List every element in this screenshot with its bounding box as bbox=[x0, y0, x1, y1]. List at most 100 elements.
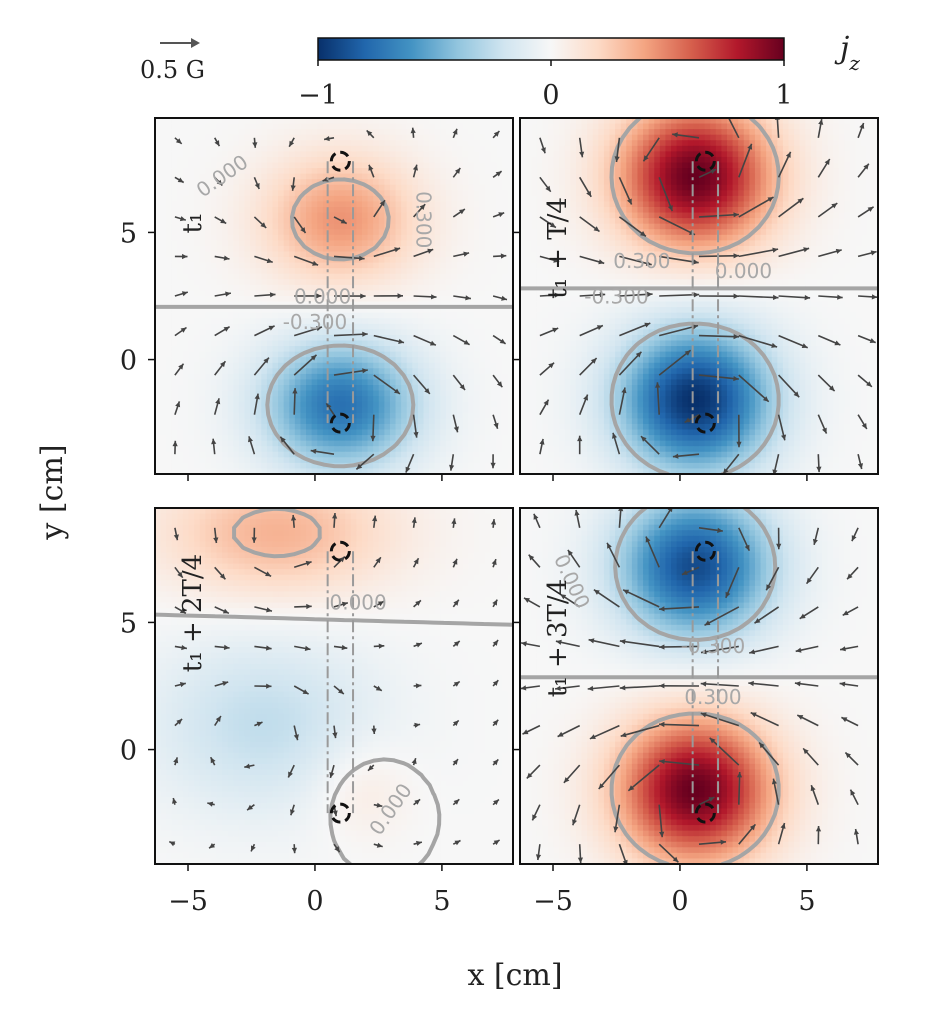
heatmap-cell bbox=[177, 457, 184, 464]
heatmap-cell bbox=[233, 385, 240, 392]
heatmap-cell bbox=[356, 240, 363, 247]
heatmap-cell bbox=[311, 118, 318, 125]
heatmap-cell bbox=[434, 129, 441, 136]
heatmap-cell bbox=[311, 279, 318, 286]
heatmap-cell bbox=[445, 435, 453, 442]
heatmap-cell bbox=[440, 418, 447, 425]
heatmap-cell bbox=[289, 168, 296, 175]
heatmap-cell bbox=[334, 323, 341, 330]
heatmap-cell bbox=[462, 451, 469, 458]
heatmap-cell bbox=[373, 184, 380, 191]
heatmap-cell bbox=[457, 168, 464, 175]
heatmap-cell bbox=[261, 368, 268, 375]
heatmap-cell bbox=[345, 312, 352, 319]
heatmap-cell bbox=[754, 168, 762, 175]
heatmap-cell bbox=[490, 312, 497, 319]
heatmap-cell bbox=[384, 457, 391, 464]
heatmap-cell bbox=[328, 423, 335, 431]
heatmap-cell bbox=[417, 390, 425, 397]
heatmap-cell bbox=[412, 351, 419, 358]
heatmap-cell bbox=[440, 301, 447, 308]
heatmap-cell bbox=[440, 212, 447, 219]
heatmap-cell bbox=[222, 145, 229, 152]
heatmap-cell bbox=[233, 257, 240, 264]
heatmap-cell bbox=[250, 223, 257, 230]
heatmap-cell bbox=[222, 418, 229, 425]
heatmap-cell bbox=[272, 385, 279, 392]
heatmap-cell bbox=[311, 368, 318, 375]
heatmap-cell bbox=[507, 357, 513, 364]
heatmap-cell bbox=[339, 334, 346, 342]
heatmap-cell bbox=[255, 368, 262, 375]
heatmap-cell bbox=[160, 129, 167, 136]
heatmap-cell bbox=[575, 129, 583, 136]
heatmap-cell bbox=[496, 362, 503, 369]
heatmap-cell bbox=[462, 368, 469, 375]
heatmap-cell bbox=[300, 212, 307, 219]
heatmap-cell bbox=[160, 429, 167, 436]
heatmap-cell bbox=[479, 468, 486, 474]
heatmap-cell bbox=[866, 162, 873, 169]
heatmap-cell bbox=[188, 284, 195, 292]
heatmap-cell bbox=[205, 262, 212, 269]
heatmap-cell bbox=[311, 401, 318, 408]
heatmap-cell bbox=[389, 401, 397, 408]
heatmap-cell bbox=[194, 234, 201, 241]
heatmap-cell bbox=[620, 168, 627, 175]
heatmap-cell bbox=[317, 379, 324, 386]
heatmap-cell bbox=[210, 412, 218, 419]
heatmap-cell bbox=[434, 468, 441, 474]
heatmap-cell bbox=[311, 151, 318, 158]
heatmap-cell bbox=[238, 134, 246, 141]
heatmap-cell bbox=[855, 118, 862, 125]
heatmap-cell bbox=[334, 162, 341, 169]
heatmap-cell bbox=[171, 134, 178, 141]
heatmap-cell bbox=[501, 229, 508, 236]
heatmap-cell bbox=[272, 118, 279, 125]
heatmap-cell bbox=[570, 123, 577, 130]
heatmap-cell bbox=[429, 201, 436, 208]
heatmap-cell bbox=[311, 284, 318, 292]
heatmap-cell bbox=[412, 218, 419, 225]
heatmap-cell bbox=[367, 385, 374, 392]
heatmap-cell bbox=[261, 201, 268, 208]
heatmap-cell bbox=[272, 423, 279, 431]
heatmap-cell bbox=[479, 179, 486, 186]
heatmap-cell bbox=[434, 301, 441, 308]
heatmap-cell bbox=[743, 162, 750, 169]
heatmap-cell bbox=[194, 162, 201, 169]
heatmap-cell bbox=[261, 179, 268, 186]
heatmap-cell bbox=[542, 173, 549, 180]
heatmap-cell bbox=[361, 334, 369, 342]
heatmap-cell bbox=[423, 368, 430, 375]
heatmap-cell bbox=[177, 379, 184, 386]
heatmap-cell bbox=[250, 301, 257, 308]
heatmap-cell bbox=[244, 129, 251, 136]
heatmap-cell bbox=[462, 346, 469, 353]
heatmap-cell bbox=[473, 173, 481, 180]
heatmap-cell bbox=[451, 301, 458, 308]
heatmap-cell bbox=[266, 373, 274, 381]
heatmap-cell bbox=[501, 440, 508, 447]
heatmap-cell bbox=[401, 412, 408, 419]
heatmap-cell bbox=[306, 396, 313, 403]
heatmap-cell bbox=[334, 373, 341, 381]
heatmap-cell bbox=[289, 418, 296, 425]
heatmap-cell bbox=[328, 346, 335, 353]
heatmap-cell bbox=[378, 273, 385, 280]
heatmap-cell bbox=[311, 234, 318, 241]
heatmap-cell bbox=[496, 340, 503, 347]
heatmap-cell bbox=[417, 457, 425, 464]
heatmap-cell bbox=[412, 307, 419, 314]
heatmap-cell bbox=[485, 262, 492, 269]
heatmap-cell bbox=[227, 312, 234, 319]
heatmap-cell bbox=[445, 240, 453, 247]
heatmap-cell bbox=[710, 156, 717, 164]
heatmap-cell bbox=[261, 173, 268, 180]
heatmap-cell bbox=[171, 323, 178, 330]
heatmap-cell bbox=[222, 134, 229, 141]
heatmap-cell bbox=[440, 190, 447, 197]
heatmap-cell bbox=[440, 234, 447, 241]
heatmap-cell bbox=[434, 190, 441, 197]
heatmap-cell bbox=[479, 223, 486, 230]
